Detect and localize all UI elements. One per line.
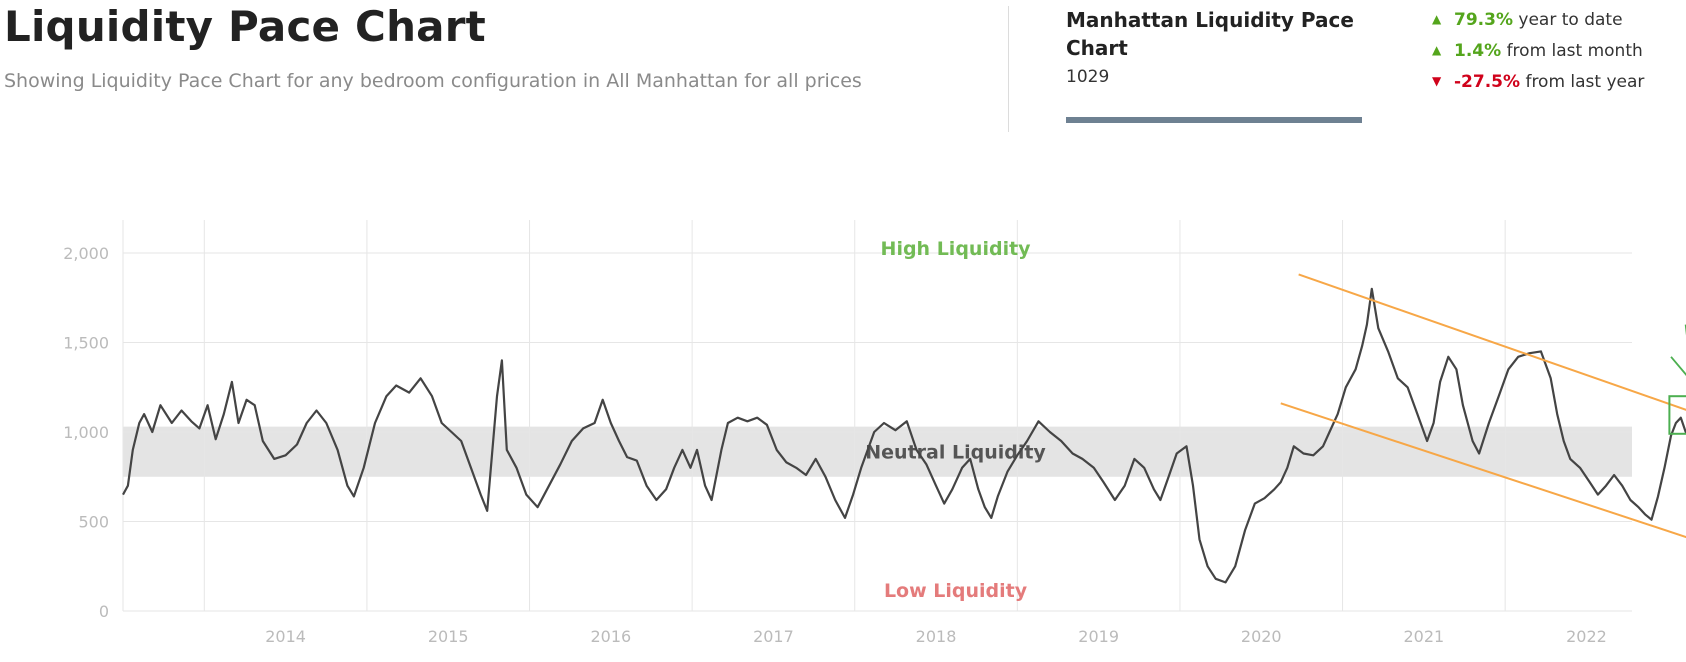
x-tick-label: 2015	[428, 627, 469, 646]
y-tick-label: 2,000	[63, 244, 109, 263]
stat-month-label: from last month	[1506, 41, 1643, 61]
triangle-up-icon: ▲	[1432, 12, 1442, 26]
summary-card-title: Manhattan Liquidity Pace Chart	[1066, 8, 1354, 60]
trend-line-upper	[1298, 273, 1686, 411]
zone-label-high: High Liquidity	[881, 238, 1032, 260]
arrow-head-icon	[1670, 356, 1686, 376]
trend-line-lower	[1280, 402, 1686, 539]
y-tick-label: 0	[99, 602, 109, 621]
page-title: Liquidity Pace Chart	[4, 2, 486, 51]
triangle-down-icon: ▼	[1432, 74, 1442, 88]
x-tick-label: 2018	[916, 627, 957, 646]
x-tick-label: 2014	[265, 627, 306, 646]
summary-card-value: 1029	[1066, 67, 1110, 87]
x-tick-label: 2017	[753, 627, 794, 646]
highlight-box	[1668, 395, 1686, 435]
stat-ytd-label: year to date	[1518, 10, 1623, 30]
stat-year-pct: -27.5%	[1454, 72, 1521, 92]
summary-card-bar	[1066, 117, 1362, 123]
y-tick-label: 1,500	[63, 334, 109, 353]
stat-month-pct: 1.4%	[1454, 41, 1502, 61]
x-tick-label: 2022	[1566, 627, 1607, 646]
stat-ytd-pct: 79.3%	[1454, 10, 1513, 30]
neutral-band	[123, 426, 1632, 477]
header-divider	[1008, 6, 1009, 132]
y-tick-label: 500	[78, 513, 109, 532]
x-tick-label: 2020	[1241, 627, 1282, 646]
zone-label-neutral: Neutral Liquidity	[865, 442, 1046, 464]
y-tick-label: 1,000	[63, 423, 109, 442]
x-tick-label: 2016	[590, 627, 631, 646]
liquidity-pace-chart: High Liquidity Neutral Liquidity Low Liqui…	[63, 220, 1686, 646]
stat-year-label: from last year	[1525, 72, 1645, 92]
stat-ytd: ▲ 79.3% year to date	[1432, 10, 1644, 41]
page-subtitle: Showing Liquidity Pace Chart for any bed…	[4, 70, 862, 92]
stat-month: ▲ 1.4% from last month	[1432, 41, 1644, 72]
stat-year: ▼ -27.5% from last year	[1432, 72, 1644, 103]
triangle-up-icon: ▲	[1432, 43, 1442, 57]
stats-list: ▲ 79.3% year to date ▲ 1.4% from last mont…	[1432, 10, 1644, 103]
x-tick-label: 2019	[1078, 627, 1119, 646]
zone-label-low: Low Liquidity	[884, 580, 1028, 602]
series-line	[122, 287, 1686, 584]
x-tick-label: 2021	[1404, 627, 1445, 646]
